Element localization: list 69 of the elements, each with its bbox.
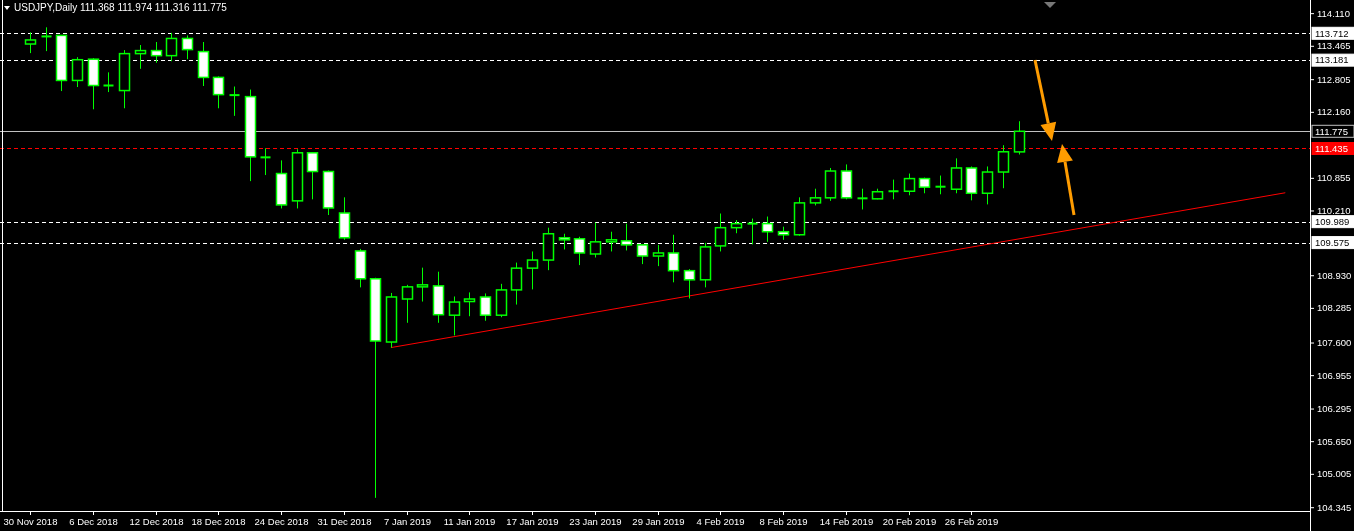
x-tick-label: 31 Dec 2018 xyxy=(317,516,372,527)
x-tick-label: 8 Feb 2019 xyxy=(759,516,808,527)
candlestick xyxy=(683,268,696,299)
candlestick xyxy=(24,31,37,54)
ref-line-label: 113.181 xyxy=(1315,54,1349,66)
candlestick xyxy=(102,71,115,93)
candlestick xyxy=(181,34,194,60)
candlestick xyxy=(903,173,916,196)
ref-line-label: 113.712 xyxy=(1315,27,1349,39)
candlestick xyxy=(950,157,963,194)
x-tick-label: 30 Nov 2018 xyxy=(3,516,58,527)
candlestick xyxy=(652,244,665,267)
candlestick xyxy=(212,75,225,109)
candlestick xyxy=(448,295,461,336)
candlestick xyxy=(714,213,727,252)
chart-title: USDJPY,Daily 111.368 111.974 111.316 111.775 xyxy=(14,2,228,13)
y-tick-label: 113.465 xyxy=(1317,40,1351,52)
candlestick xyxy=(605,231,618,252)
x-tick-label: 4 Feb 2019 xyxy=(696,516,745,527)
x-tick-label: 17 Jan 2019 xyxy=(506,516,559,527)
candlestick xyxy=(463,291,476,317)
x-tick-label: 11 Jan 2019 xyxy=(443,516,496,527)
candlestick xyxy=(934,175,947,195)
candlestick xyxy=(997,144,1010,189)
candlestick xyxy=(510,262,523,306)
candlestick xyxy=(40,26,53,52)
x-tick-label: 14 Feb 2019 xyxy=(819,516,874,527)
candlestick xyxy=(856,188,869,210)
candlestick xyxy=(416,267,429,303)
x-tick-label: 29 Jan 2019 xyxy=(632,516,685,527)
y-tick-label: 114.110 xyxy=(1317,7,1350,19)
y-tick-label: 105.650 xyxy=(1317,435,1352,447)
y-tick-label: 108.930 xyxy=(1317,269,1352,281)
y-tick-label: 112.805 xyxy=(1317,73,1351,85)
candlestick xyxy=(981,165,994,205)
x-tick-label: 12 Dec 2018 xyxy=(129,516,184,527)
y-tick-label: 108.285 xyxy=(1317,302,1352,314)
candlestick xyxy=(479,292,492,322)
ref-line-label: 111.775 xyxy=(1315,125,1348,137)
candlestick xyxy=(71,56,84,88)
ref-line-label: 109.989 xyxy=(1315,215,1350,227)
y-tick-label: 106.955 xyxy=(1317,369,1352,381)
candlestick xyxy=(228,86,241,117)
ref-line-label: 109.575 xyxy=(1315,236,1350,248)
x-tick-label: 18 Dec 2018 xyxy=(191,516,246,527)
x-tick-label: 6 Dec 2018 xyxy=(69,516,118,527)
x-tick-label: 7 Jan 2019 xyxy=(383,516,432,527)
x-tick-label: 24 Dec 2018 xyxy=(254,516,309,527)
candlestick xyxy=(589,222,602,259)
y-tick-label: 105.005 xyxy=(1317,468,1352,480)
x-tick-label: 26 Feb 2019 xyxy=(944,516,999,527)
candlestick xyxy=(306,151,319,200)
candlestick xyxy=(887,179,900,200)
y-tick-label: 110.855 xyxy=(1317,172,1351,184)
x-tick-label: 23 Jan 2019 xyxy=(569,516,622,527)
y-tick-label: 104.345 xyxy=(1317,501,1352,513)
y-tick-label: 110.210 xyxy=(1317,205,1351,217)
candlestick xyxy=(165,32,178,62)
candlestick xyxy=(746,218,759,245)
y-tick-label: 107.600 xyxy=(1317,337,1352,349)
candlestick xyxy=(259,147,272,176)
candlestick xyxy=(1013,120,1026,156)
ref-line-label: 111.435 xyxy=(1315,142,1348,154)
candlestick xyxy=(573,236,586,266)
candlestick xyxy=(526,250,539,290)
y-tick-label: 112.160 xyxy=(1317,106,1351,118)
candlestick xyxy=(401,284,414,324)
y-tick-label: 106.295 xyxy=(1317,403,1352,415)
x-tick-label: 20 Feb 2019 xyxy=(882,516,937,527)
